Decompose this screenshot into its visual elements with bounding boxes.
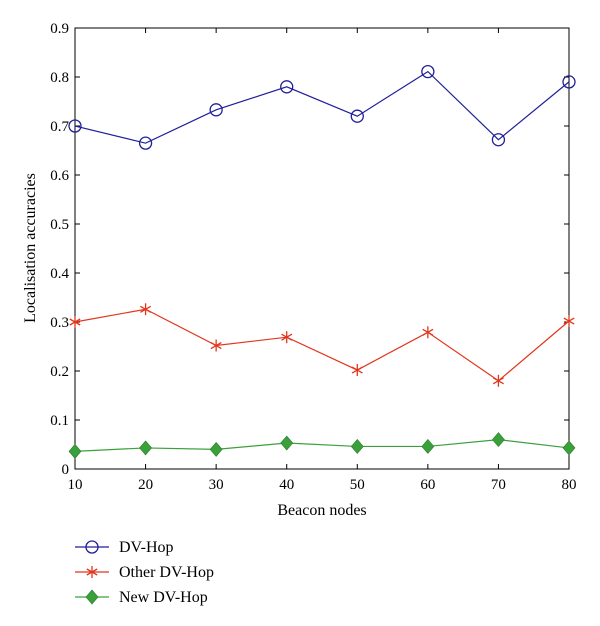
- x-tick-label: 50: [350, 477, 365, 493]
- data-point: [421, 64, 435, 79]
- data-point: [139, 440, 152, 456]
- legend: DV-Hop Other DV-Hop New DV-Hop: [75, 539, 214, 606]
- x-axis-title: Beacon nodes: [277, 502, 366, 519]
- data-point: [210, 339, 222, 352]
- data-point-stroke: [281, 333, 293, 341]
- data-point-stroke: [492, 377, 504, 385]
- series-line: [74, 308, 570, 382]
- y-tick-label: 0.3: [50, 315, 69, 331]
- data-point: [140, 303, 152, 316]
- x-tick-label: 60: [420, 477, 435, 493]
- legend-label: Other DV-Hop: [119, 564, 214, 581]
- legend-label: DV-Hop: [119, 539, 174, 556]
- data-point: [421, 438, 435, 454]
- data-point: [562, 440, 576, 456]
- y-tick-label: 0.9: [50, 21, 69, 37]
- data-point-stroke: [422, 328, 434, 336]
- x-tick-label: 20: [138, 477, 153, 493]
- legend-item: Other DV-Hop: [75, 564, 214, 581]
- series-new-dv-hop: [68, 432, 576, 459]
- data-point: [351, 364, 363, 377]
- x-tick-label: 30: [209, 477, 224, 493]
- data-point: [280, 80, 294, 94]
- data-point: [281, 331, 293, 344]
- legend-marker-stroke: [86, 568, 98, 576]
- y-tick-label: 0.5: [50, 217, 69, 233]
- series-dv-hop: [68, 64, 576, 150]
- y-tick-label: 0.1: [50, 413, 69, 429]
- data-point: [69, 316, 81, 328]
- x-tick-label: 40: [279, 477, 294, 493]
- data-point: [209, 441, 223, 457]
- y-tick-label: 0: [62, 462, 70, 478]
- data-point: [350, 438, 364, 454]
- data-point: [491, 133, 506, 147]
- data-point-stroke: [210, 341, 222, 350]
- legend-item: DV-Hop: [75, 539, 174, 556]
- data-point-stroke: [563, 317, 575, 325]
- legend-item: New DV-Hop: [75, 589, 208, 606]
- x-tick-label: 80: [562, 477, 577, 493]
- series-line: [74, 70, 570, 144]
- x-tick-label: 10: [68, 477, 83, 493]
- y-tick-label: 0.8: [50, 70, 69, 86]
- legend-marker: [85, 540, 99, 554]
- y-tick-label: 0.4: [50, 266, 69, 282]
- data-point: [422, 326, 434, 339]
- data-point: [492, 432, 505, 448]
- data-point: [68, 119, 82, 133]
- data-point: [280, 435, 294, 451]
- y-tick-label: 0.2: [50, 364, 69, 380]
- y-axis-title: Localisation accuracies: [22, 173, 39, 323]
- plot-area: [74, 27, 570, 470]
- legend-marker: [86, 566, 98, 578]
- data-point: [562, 75, 576, 89]
- legend-label: New DV-Hop: [119, 589, 208, 606]
- data-point: [138, 136, 153, 150]
- y-tick-label: 0.6: [50, 168, 69, 184]
- data-point: [350, 109, 364, 123]
- data-point: [492, 374, 504, 387]
- data-point-stroke: [69, 318, 81, 326]
- data-point: [209, 103, 223, 117]
- y-tick-label: 0.7: [50, 119, 69, 135]
- legend-marker: [85, 589, 99, 605]
- series-line: [74, 438, 570, 452]
- x-tick-label: 70: [491, 477, 506, 493]
- data-point-stroke: [351, 366, 363, 374]
- axis-ticks: 10 20 30 40 50 60 70 80 0 0.1 0.2 0.3 0.4 0.5 0.6 0.7 0.…: [50, 21, 576, 493]
- data-point: [68, 443, 82, 459]
- series-layer: [68, 64, 576, 459]
- data-point: [563, 315, 575, 328]
- series-other-dv-hop: [69, 303, 575, 387]
- data-point-stroke: [140, 305, 152, 313]
